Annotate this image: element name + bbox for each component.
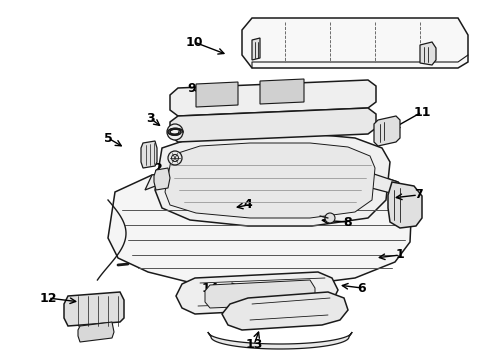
Polygon shape bbox=[108, 165, 412, 285]
Text: 10: 10 bbox=[185, 36, 203, 49]
Polygon shape bbox=[252, 38, 260, 60]
Polygon shape bbox=[222, 292, 348, 330]
Polygon shape bbox=[260, 79, 304, 104]
Circle shape bbox=[325, 213, 335, 223]
Text: 4: 4 bbox=[244, 198, 252, 211]
Text: 12: 12 bbox=[39, 292, 57, 305]
Polygon shape bbox=[374, 116, 400, 146]
Polygon shape bbox=[205, 280, 315, 308]
Text: 1: 1 bbox=[395, 248, 404, 261]
Text: 14: 14 bbox=[201, 282, 219, 294]
Polygon shape bbox=[155, 134, 390, 226]
Polygon shape bbox=[176, 272, 338, 314]
Text: 13: 13 bbox=[245, 338, 263, 351]
Polygon shape bbox=[64, 292, 124, 326]
Polygon shape bbox=[165, 143, 375, 218]
Text: 6: 6 bbox=[358, 282, 367, 294]
Text: 8: 8 bbox=[343, 216, 352, 229]
Polygon shape bbox=[78, 322, 114, 342]
Polygon shape bbox=[242, 18, 468, 68]
Text: 9: 9 bbox=[188, 81, 196, 94]
Polygon shape bbox=[420, 42, 436, 65]
Circle shape bbox=[167, 124, 183, 140]
Text: 2: 2 bbox=[154, 162, 162, 175]
Text: 7: 7 bbox=[414, 189, 422, 202]
Polygon shape bbox=[141, 141, 157, 168]
Text: 3: 3 bbox=[146, 112, 154, 125]
Text: 11: 11 bbox=[413, 105, 431, 118]
Polygon shape bbox=[154, 168, 170, 190]
Polygon shape bbox=[170, 80, 376, 116]
Polygon shape bbox=[170, 108, 376, 142]
Polygon shape bbox=[196, 82, 238, 107]
Circle shape bbox=[168, 151, 182, 165]
Text: 5: 5 bbox=[103, 131, 112, 144]
Polygon shape bbox=[208, 332, 352, 349]
Polygon shape bbox=[145, 165, 404, 195]
Polygon shape bbox=[388, 182, 422, 228]
